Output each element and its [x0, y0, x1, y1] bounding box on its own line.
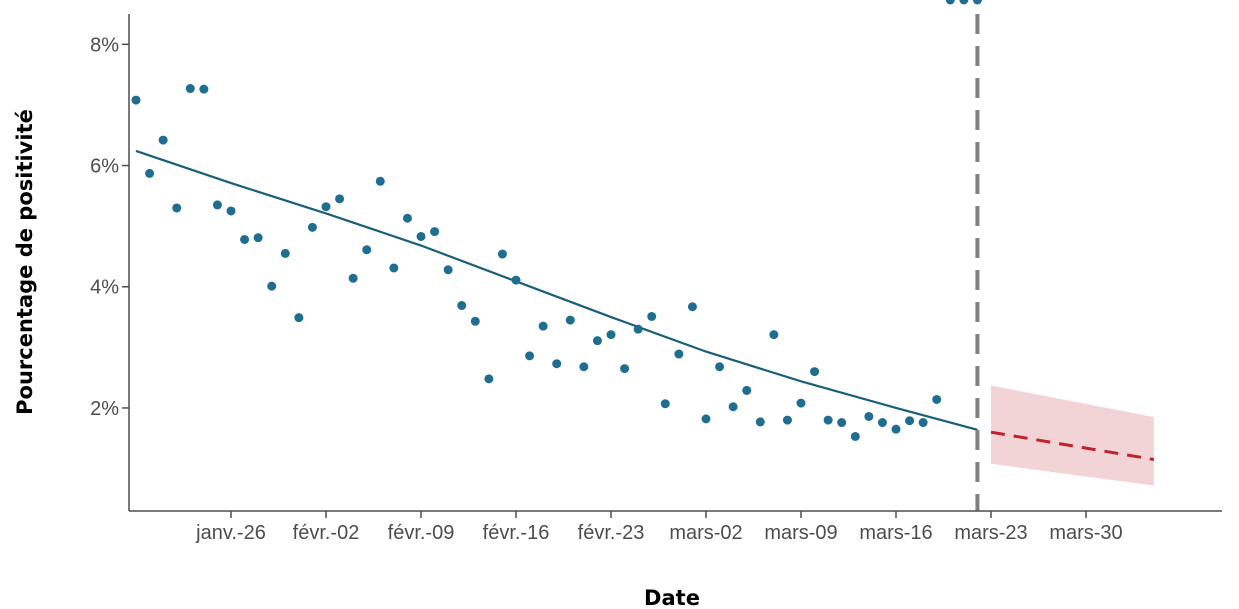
- data-point: [267, 281, 277, 291]
- data-point: [579, 362, 589, 372]
- data-point: [606, 330, 616, 340]
- data-point: [158, 135, 168, 145]
- y-tick-label: 6%: [90, 156, 119, 178]
- data-point: [172, 203, 182, 213]
- y-tick-label: 2%: [90, 398, 119, 420]
- data-point: [959, 0, 969, 5]
- data-point: [823, 415, 833, 425]
- data-point: [185, 84, 195, 94]
- data-point: [674, 349, 684, 359]
- data-point: [525, 351, 535, 361]
- data-point: [647, 311, 657, 321]
- data-point: [375, 176, 385, 186]
- data-point: [253, 233, 263, 243]
- x-tick-label: mars-30: [1049, 522, 1122, 544]
- data-point: [538, 321, 548, 331]
- data-point: [810, 367, 820, 377]
- data-point: [905, 416, 915, 426]
- data-point: [918, 418, 928, 428]
- trend-line: [135, 149, 978, 431]
- data-point: [280, 248, 290, 258]
- data-point: [620, 364, 630, 374]
- data-point: [443, 265, 453, 275]
- data-point: [782, 415, 792, 425]
- data-point: [864, 411, 874, 421]
- data-point: [294, 313, 304, 323]
- forecast-interval-band: [991, 385, 1154, 486]
- x-tick-label: janv.-26: [195, 522, 266, 544]
- data-point: [565, 315, 575, 325]
- data-point: [769, 330, 779, 340]
- y-tick-label: 8%: [90, 34, 119, 56]
- x-tick-label: mars-16: [859, 522, 932, 544]
- data-point: [660, 399, 670, 409]
- x-tick-label: févr.-16: [483, 522, 550, 544]
- x-tick-label: févr.-23: [578, 522, 645, 544]
- data-point: [850, 431, 860, 441]
- forecast-line: [990, 430, 1155, 461]
- data-point: [497, 249, 507, 259]
- data-point: [457, 301, 467, 311]
- data-point: [945, 0, 955, 5]
- x-tick-label: mars-09: [764, 522, 837, 544]
- y-tick-label: 4%: [90, 277, 119, 299]
- data-point: [891, 424, 901, 434]
- data-point: [470, 316, 480, 326]
- data-point: [212, 200, 222, 210]
- data-point: [687, 302, 697, 312]
- data-point: [145, 168, 155, 178]
- data-point: [226, 206, 236, 216]
- data-point: [511, 275, 521, 285]
- data-point: [755, 417, 765, 427]
- data-point: [307, 222, 317, 232]
- data-point: [335, 194, 345, 204]
- data-point: [348, 273, 358, 283]
- data-point: [796, 398, 806, 408]
- data-point: [633, 324, 643, 334]
- data-point: [837, 418, 847, 428]
- data-point: [199, 84, 209, 94]
- x-tick-label: févr.-09: [388, 522, 455, 544]
- data-point: [402, 213, 412, 223]
- data-point: [131, 95, 141, 105]
- data-point: [715, 362, 725, 372]
- x-axis-title: Date: [644, 586, 700, 609]
- x-tick-label: févr.-02: [293, 522, 360, 544]
- x-tick-label: mars-02: [669, 522, 742, 544]
- data-point: [321, 202, 331, 212]
- data-point: [592, 336, 602, 346]
- data-point: [240, 234, 250, 244]
- data-point: [416, 231, 426, 241]
- data-point: [362, 245, 372, 255]
- y-axis-title: Pourcentage de positivité: [13, 109, 37, 415]
- data-point: [728, 402, 738, 412]
- data-point: [389, 263, 399, 273]
- data-point: [972, 0, 982, 5]
- data-point: [742, 385, 752, 395]
- data-point: [877, 418, 887, 428]
- data-point: [701, 414, 711, 424]
- data-point: [932, 394, 942, 404]
- data-point: [552, 359, 562, 369]
- x-tick-label: mars-23: [954, 522, 1027, 544]
- data-point: [430, 227, 440, 237]
- data-point: [484, 374, 494, 384]
